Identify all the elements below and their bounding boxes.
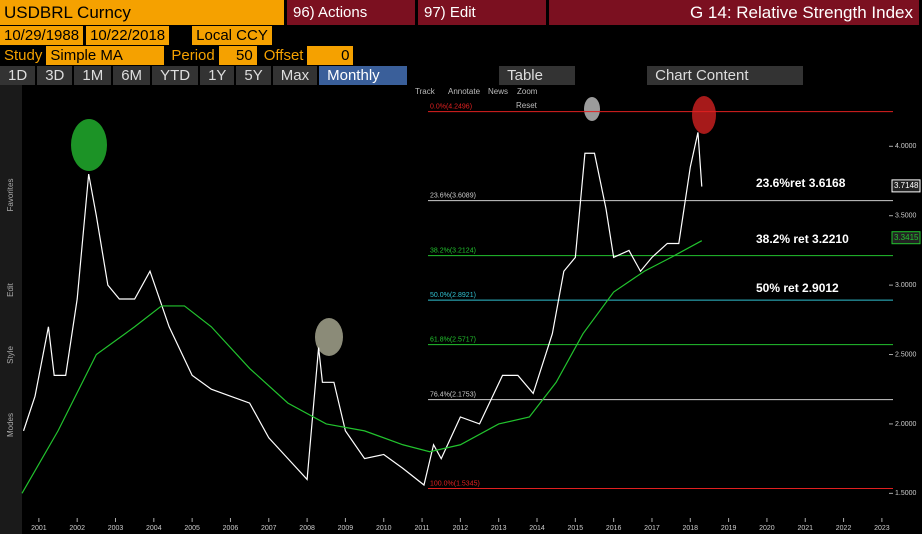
highlight-circle [71, 119, 107, 171]
fib-label: 0.0%(4.2496) [430, 103, 472, 110]
last-price-label: 3.3415 [894, 233, 919, 242]
x-tick-label: 2012 [453, 525, 469, 532]
function-title: G 14: Relative Strength Index [549, 0, 919, 25]
y-tick-label: 3.5000 [895, 213, 917, 220]
annotation: 38.2% ret 3.2210 [756, 232, 849, 246]
fib-label: 23.6%(3.6089) [430, 192, 476, 199]
chart-tool[interactable]: News [488, 87, 508, 96]
range-tab[interactable]: YTD [152, 66, 199, 85]
sidebar-label: Favorites [6, 179, 15, 212]
range-tab[interactable]: 3D [37, 66, 73, 85]
study-label: Study [4, 47, 43, 64]
series-line [22, 132, 703, 487]
start-date[interactable]: 10/29/1988 [0, 26, 84, 45]
annotation: 50% ret 2.9012 [756, 281, 839, 295]
chart-tool[interactable]: Track [415, 87, 436, 96]
x-tick-label: 2001 [31, 525, 47, 532]
x-tick-label: 2016 [606, 525, 622, 532]
range-tab[interactable]: 6M [113, 66, 151, 85]
table-button[interactable]: Table [499, 66, 576, 85]
chart-tool[interactable]: Zoom [517, 87, 538, 96]
fib-label: 61.8%(2.5717) [430, 336, 476, 343]
x-tick-label: 2008 [299, 525, 315, 532]
security: USDBRL Curncy [0, 0, 284, 25]
end-date[interactable]: 10/22/2018 [86, 26, 170, 45]
fib-label: 38.2%(3.2124) [430, 247, 476, 254]
x-tick-label: 2015 [568, 525, 584, 532]
actions-menu[interactable]: 96) Actions [287, 0, 415, 25]
y-tick-label: 1.5000 [895, 490, 917, 497]
chart: Favorites Edit Style Modes Track Annotate News… [0, 85, 921, 534]
annotation: 23.6%ret 3.6168 [756, 176, 846, 190]
x-tick-label: 2004 [146, 525, 162, 532]
edit-menu[interactable]: 97) Edit [418, 0, 546, 25]
x-tick-label: 2022 [836, 525, 852, 532]
fib-label: 76.4%(2.1753) [430, 391, 476, 398]
title-bar: USDBRL Curncy 96) Actions 97) Edit G 14:… [0, 0, 922, 25]
series-line [21, 240, 703, 494]
chart-content[interactable]: Chart Content [647, 66, 804, 85]
highlight-circle [692, 96, 716, 134]
range-tab[interactable]: Max [272, 66, 318, 85]
study-name[interactable]: Simple MA [46, 46, 165, 65]
y-tick-label: 4.0000 [895, 143, 917, 150]
x-tick-label: 2011 [415, 525, 430, 532]
study-bar: Study Simple MA Period 50 Offset 0 [0, 46, 922, 65]
x-tick-label: 2021 [797, 525, 813, 532]
last-price-label: 3.7148 [894, 181, 919, 190]
sidebar-label: Modes [6, 413, 15, 437]
period-label: Period [171, 47, 215, 64]
x-tick-label: 2013 [491, 525, 507, 532]
tab-bar: 1D 3D 1M 6M YTD 1Y 5Y Max Monthly Table Chart Cont… [0, 66, 922, 85]
x-tick-label: 2017 [644, 525, 660, 532]
highlight-circle [584, 97, 600, 121]
x-tick-label: 2003 [108, 525, 124, 532]
sidebar-label: Edit [6, 282, 15, 297]
y-tick-label: 2.5000 [895, 351, 917, 358]
sidebar-label: Style [6, 346, 15, 364]
x-tick-label: 2014 [529, 525, 545, 532]
frequency[interactable]: Monthly [319, 66, 408, 85]
fib-label: 100.0%(1.5345) [430, 480, 480, 487]
last-price-tag [891, 231, 921, 245]
period[interactable]: 50 [218, 46, 257, 65]
offset-label: Offset [263, 47, 304, 64]
chart-tool[interactable]: Annotate [448, 87, 481, 96]
x-tick-label: 2020 [759, 525, 775, 532]
x-tick-label: 2002 [69, 525, 85, 532]
chart-tool[interactable]: Reset [516, 101, 538, 110]
range-tab[interactable]: 5Y [236, 66, 271, 85]
date-bar: 10/29/1988 10/22/2018 Local CCY [0, 26, 922, 45]
x-tick-label: 2009 [338, 525, 354, 532]
x-tick-label: 2019 [721, 525, 737, 532]
x-tick-label: 2006 [223, 525, 239, 532]
range-tab[interactable]: 1Y [200, 66, 235, 85]
x-tick-label: 2010 [376, 525, 392, 532]
x-tick-label: 2018 [683, 525, 699, 532]
x-tick-label: 2007 [261, 525, 277, 532]
y-tick-label: 2.0000 [895, 421, 917, 428]
last-price-tag [891, 179, 921, 193]
range-tab[interactable]: 1D [0, 66, 36, 85]
range-tab[interactable]: 1M [74, 66, 112, 85]
sidebar [0, 85, 22, 534]
currency[interactable]: Local CCY [192, 26, 272, 45]
y-tick-label: 3.0000 [895, 282, 917, 289]
x-tick-label: 2005 [184, 525, 200, 532]
fib-label: 50.0%(2.8921) [430, 292, 476, 299]
offset[interactable]: 0 [307, 46, 354, 65]
highlight-circle [315, 318, 343, 356]
x-tick-label: 2023 [874, 525, 890, 532]
